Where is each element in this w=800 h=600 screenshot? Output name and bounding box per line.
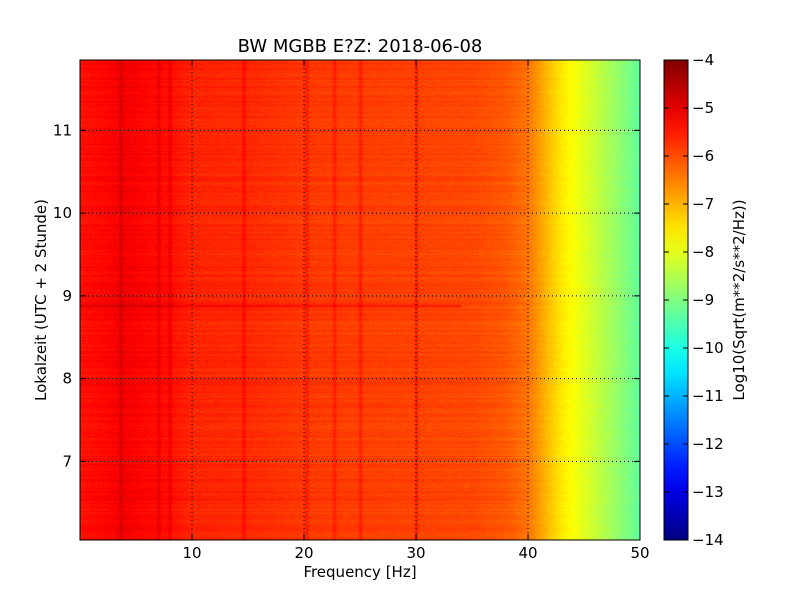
colorbar-tick-label: −7 xyxy=(692,195,714,213)
colorbar-tick-label: −9 xyxy=(692,291,714,309)
colorbar-tick-label: −12 xyxy=(692,435,724,453)
y-tick-label: 8 xyxy=(62,370,72,388)
colorbar-tick-label: −13 xyxy=(692,483,724,501)
x-tick-label: 50 xyxy=(630,544,649,562)
plot-area: 10 20 30 40 50 7 8 9 10 11 xyxy=(53,59,650,562)
x-tick-label: 40 xyxy=(518,544,537,562)
colorbar-tick-label: −5 xyxy=(692,99,714,117)
colorbar-tick-label: −8 xyxy=(692,243,714,261)
y-axis-label: Lokalzeit (UTC + 2 Stunde) xyxy=(32,199,50,401)
x-axis-label: Frequency [Hz] xyxy=(303,563,416,581)
colorbar-tick-label: −11 xyxy=(692,387,724,405)
colorbar-ticks: −4 −5 −6 −7 −8 −9 −10 −11 −12 −13 −14 xyxy=(664,51,724,549)
x-tick-label: 20 xyxy=(294,544,313,562)
spectrogram-canvas-wrap xyxy=(80,60,640,540)
colorbar-label: Log10(Sqrt(m**2/s**2/Hz)) xyxy=(730,199,748,400)
y-tick-label: 9 xyxy=(62,287,72,305)
x-tick-label: 10 xyxy=(182,544,201,562)
y-tick-label: 10 xyxy=(53,204,72,222)
x-tick-label: 30 xyxy=(406,544,425,562)
y-tick-label: 7 xyxy=(62,452,72,470)
plot-frame xyxy=(79,59,641,541)
y-tick-label: 11 xyxy=(53,121,72,139)
spectrogram-heatmap xyxy=(80,60,640,540)
colorbar-tick-label: −4 xyxy=(692,51,714,69)
chart-title: BW MGBB E?Z: 2018-06-08 xyxy=(238,36,483,57)
x-axis-ticks: 10 20 30 40 50 xyxy=(182,60,650,562)
colorbar-tick-label: −14 xyxy=(692,531,724,549)
colorbar-tick-label: −10 xyxy=(692,339,724,357)
colorbar: −4 −5 −6 −7 −8 −9 −10 −11 −12 −13 −14 xyxy=(663,51,724,549)
grid-lines xyxy=(80,60,640,540)
colorbar-tick-label: −6 xyxy=(692,147,714,165)
y-axis-ticks: 7 8 9 10 11 xyxy=(53,121,640,470)
